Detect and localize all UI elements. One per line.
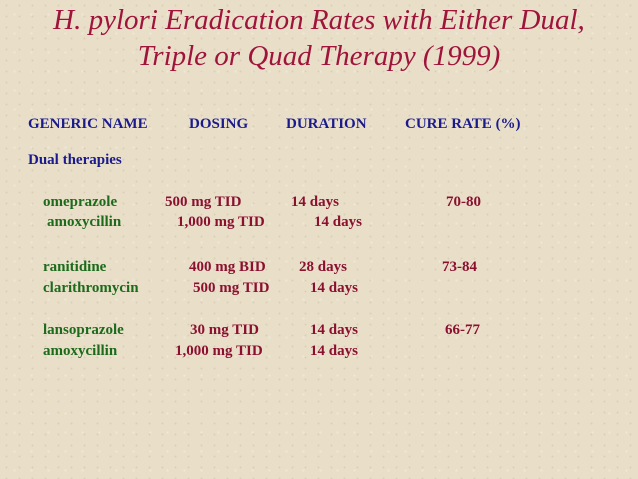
dosing-value: 1,000 mg TID bbox=[177, 214, 265, 230]
header-cure-rate: CURE RATE (%) bbox=[405, 116, 521, 132]
drug-name: amoxycillin bbox=[47, 214, 122, 230]
duration-value: 14 days bbox=[314, 214, 362, 230]
header-dosing: DOSING bbox=[189, 116, 249, 132]
dosing-value: 400 mg BID bbox=[189, 259, 266, 275]
cure-rate-value: 73-84 bbox=[442, 259, 477, 275]
drug-name: amoxycillin bbox=[43, 343, 118, 359]
cure-rate-value: 70-80 bbox=[446, 194, 481, 210]
drug-name: lansoprazole bbox=[43, 322, 124, 338]
duration-value: 28 days bbox=[299, 259, 347, 275]
duration-value: 14 days bbox=[291, 194, 339, 210]
section-label-dual-therapies: Dual therapies bbox=[28, 152, 122, 168]
slide-title: H. pylori Eradication Rates with Either … bbox=[0, 2, 638, 74]
duration-value: 14 days bbox=[310, 280, 358, 296]
duration-value: 14 days bbox=[310, 322, 358, 338]
dosing-value: 500 mg TID bbox=[193, 280, 270, 296]
drug-name: clarithromycin bbox=[43, 280, 139, 296]
title-line-2: Triple or Quad Therapy (1999) bbox=[137, 40, 501, 72]
drug-name: omeprazole bbox=[43, 194, 118, 210]
drug-name: ranitidine bbox=[43, 259, 107, 275]
header-generic-name: GENERIC NAME bbox=[28, 116, 148, 132]
title-line-1: H. pylori Eradication Rates with Either … bbox=[53, 4, 585, 36]
header-duration: DURATION bbox=[286, 116, 367, 132]
cure-rate-value: 66-77 bbox=[445, 322, 480, 338]
dosing-value: 500 mg TID bbox=[165, 194, 242, 210]
dosing-value: 30 mg TID bbox=[190, 322, 259, 338]
duration-value: 14 days bbox=[310, 343, 358, 359]
dosing-value: 1,000 mg TID bbox=[175, 343, 263, 359]
